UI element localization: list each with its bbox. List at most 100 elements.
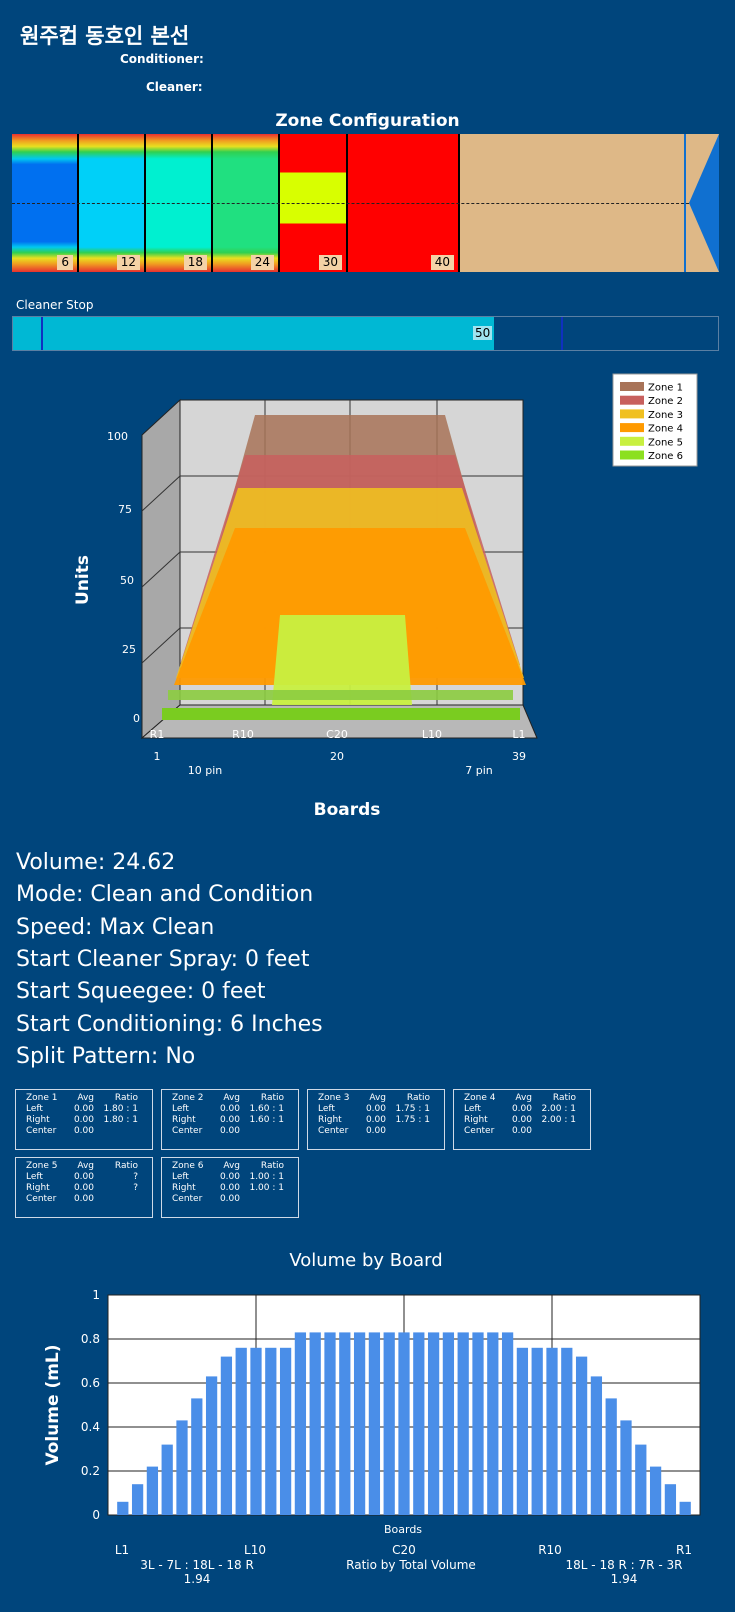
zone-box-cell: 1.60 : 1 — [249, 1115, 284, 1125]
cleaner-stop-bar: 50 — [12, 316, 719, 351]
bar-board-30 — [546, 1347, 558, 1515]
left-ratio-label: 3L - 7L : 18L - 18 R — [140, 1558, 254, 1572]
zone-marker-30: 30 — [318, 255, 342, 270]
zone-box-cell: Zone 1 — [26, 1093, 58, 1103]
legend-swatch-zone-6 — [620, 450, 644, 460]
zone-box-row-header: Zone 4 Avg Ratio — [464, 1093, 590, 1104]
bar-x-tick-c20: C20 — [392, 1543, 416, 1557]
zone-box-cell: Zone 2 — [172, 1093, 204, 1103]
bar-board-5 — [176, 1420, 188, 1515]
x-axis-label: Boards — [314, 800, 381, 820]
zone-box-cell: 0.00 — [219, 1172, 240, 1182]
zone-box-cell: 0.00 — [365, 1104, 386, 1114]
bar-board-29 — [531, 1347, 543, 1515]
zone-box-row-left: Left 0.00 1.75 : 1 — [318, 1104, 444, 1115]
zone-box-cell: Ratio — [552, 1093, 576, 1103]
zone-config-lane: 6 12 18 24 30 40 — [12, 134, 719, 272]
info-line-4: Start Cleaner Spray: 0 feet — [16, 946, 310, 972]
x-tick-r10: R10 — [232, 728, 254, 741]
info-line-5: Start Squeegee: 0 feet — [16, 979, 266, 1005]
zone-summary-box-1: Zone 1 Avg Ratio Left 0.00 1.80 : 1 Right 0.00 1… — [15, 1089, 153, 1150]
zone-box-row-right: Right 0.00 1.60 : 1 — [172, 1115, 298, 1126]
zone-box-cell: Left — [26, 1104, 43, 1114]
legend-label-zone-1: Zone 1 — [648, 383, 683, 394]
info-line-7: Split Pattern: No — [16, 1043, 196, 1069]
volume-by-board-chart: Volume by Board 0 0.2 0.4 0.6 0.8 1 Volume (m… — [43, 1250, 701, 1586]
x-num-1: 1 — [154, 750, 161, 763]
zone-box-cell: Ratio — [260, 1093, 284, 1103]
zone-box-row-center: Center 0.00 — [318, 1126, 444, 1137]
bar-board-34 — [605, 1398, 617, 1515]
bar-board-10 — [250, 1347, 262, 1515]
zone-box-row-center: Center 0.00 — [464, 1126, 590, 1137]
zone-box-cell: 0.00 — [73, 1115, 94, 1125]
zone-box-cell: Zone 4 — [464, 1093, 496, 1103]
zone-box-cell: 1.60 : 1 — [249, 1104, 284, 1114]
zone-box-row-left: Left 0.00 2.00 : 1 — [464, 1104, 590, 1115]
zone-box-cell: 1.80 : 1 — [103, 1115, 138, 1125]
zone-box-cell: Ratio — [260, 1161, 284, 1171]
zone-box-row-right: Right 0.00 2.00 : 1 — [464, 1115, 590, 1126]
zone-box-cell: Right — [464, 1115, 488, 1125]
zone-box-cell: Ratio — [114, 1093, 138, 1103]
zone-box-cell: Right — [172, 1183, 196, 1193]
bar-board-6 — [191, 1398, 203, 1515]
bar-board-20 — [398, 1332, 410, 1515]
zone-marker-24: 24 — [250, 255, 274, 270]
zone-box-cell: Zone 5 — [26, 1161, 58, 1171]
legend-label-zone-2: Zone 2 — [648, 396, 683, 407]
bar-board-22 — [427, 1332, 440, 1515]
bar-board-1 — [117, 1501, 129, 1515]
zone-marker-18: 18 — [183, 255, 207, 270]
bar-board-36 — [635, 1444, 647, 1515]
zone-box-cell: Center — [172, 1194, 203, 1204]
zone-box-cell: Center — [318, 1126, 349, 1136]
zone-box-row-left: Left 0.00 1.60 : 1 — [172, 1104, 298, 1115]
zone-box-cell: Right — [26, 1183, 50, 1193]
zone-box-cell — [532, 1126, 576, 1137]
zone-box-cell: 0.00 — [73, 1126, 94, 1136]
zone-box-cell: 0.00 — [73, 1194, 94, 1204]
legend-swatch-zone-3 — [620, 409, 644, 419]
bar-board-7 — [205, 1376, 218, 1515]
legend-label-zone-3: Zone 3 — [648, 410, 683, 421]
y-tick-50: 50 — [120, 574, 134, 587]
bar-x-tick-r10: R10 — [538, 1543, 562, 1557]
zone-box-cell — [94, 1194, 138, 1205]
x-tick-l10: L10 — [422, 728, 442, 741]
bar-board-24 — [457, 1332, 469, 1515]
page-title: 원주컵 동호인 본선 — [20, 24, 190, 48]
bar-board-8 — [220, 1356, 233, 1515]
zone-box-cell: 1.00 : 1 — [249, 1172, 284, 1182]
info-line-6: Start Conditioning: 6 Inches — [16, 1011, 323, 1037]
y-tick-75: 75 — [118, 503, 132, 516]
cleaner-stop-fill — [13, 317, 494, 350]
y-tick-100: 100 — [107, 430, 128, 443]
zone-box-cell: 0.00 — [365, 1126, 386, 1136]
zone-box-cell: Ratio — [114, 1161, 138, 1171]
zone-4-surface — [174, 528, 526, 685]
pin-label-10: 10 pin — [188, 764, 223, 777]
bar-x-axis-label: Boards — [384, 1523, 422, 1536]
zone-5-surface — [272, 615, 412, 705]
bar-board-14 — [309, 1332, 321, 1515]
zone-box-row-right: Right 0.00 1.75 : 1 — [318, 1115, 444, 1126]
bar-y-tick: 0 — [92, 1508, 100, 1522]
bar-board-4 — [161, 1444, 173, 1515]
x-num-39: 39 — [512, 750, 526, 763]
left-ratio-value: 1.94 — [184, 1572, 211, 1586]
y-axis-label: Units — [73, 555, 93, 605]
zone-summary-box-6: Zone 6 Avg Ratio Left 0.00 1.00 : 1 Right 0.00 1… — [161, 1157, 299, 1218]
zone-marker-12: 12 — [116, 255, 140, 270]
y-tick-25: 25 — [122, 643, 136, 656]
zone-box-cell: Left — [172, 1104, 189, 1114]
bar-board-39 — [679, 1501, 691, 1515]
zone-box-cell: 0.00 — [219, 1115, 240, 1125]
right-ratio-label: 18L - 18 R : 7R - 3R — [566, 1558, 683, 1572]
zone-box-row-right: Right 0.00 1.00 : 1 — [172, 1183, 298, 1194]
zone-6-surface — [162, 708, 520, 720]
zone-box-cell: Avg — [515, 1093, 532, 1103]
zone-box-cell: 0.00 — [511, 1104, 532, 1114]
zone-box-cell: ? — [133, 1172, 138, 1182]
zone-box-cell: Center — [26, 1126, 57, 1136]
